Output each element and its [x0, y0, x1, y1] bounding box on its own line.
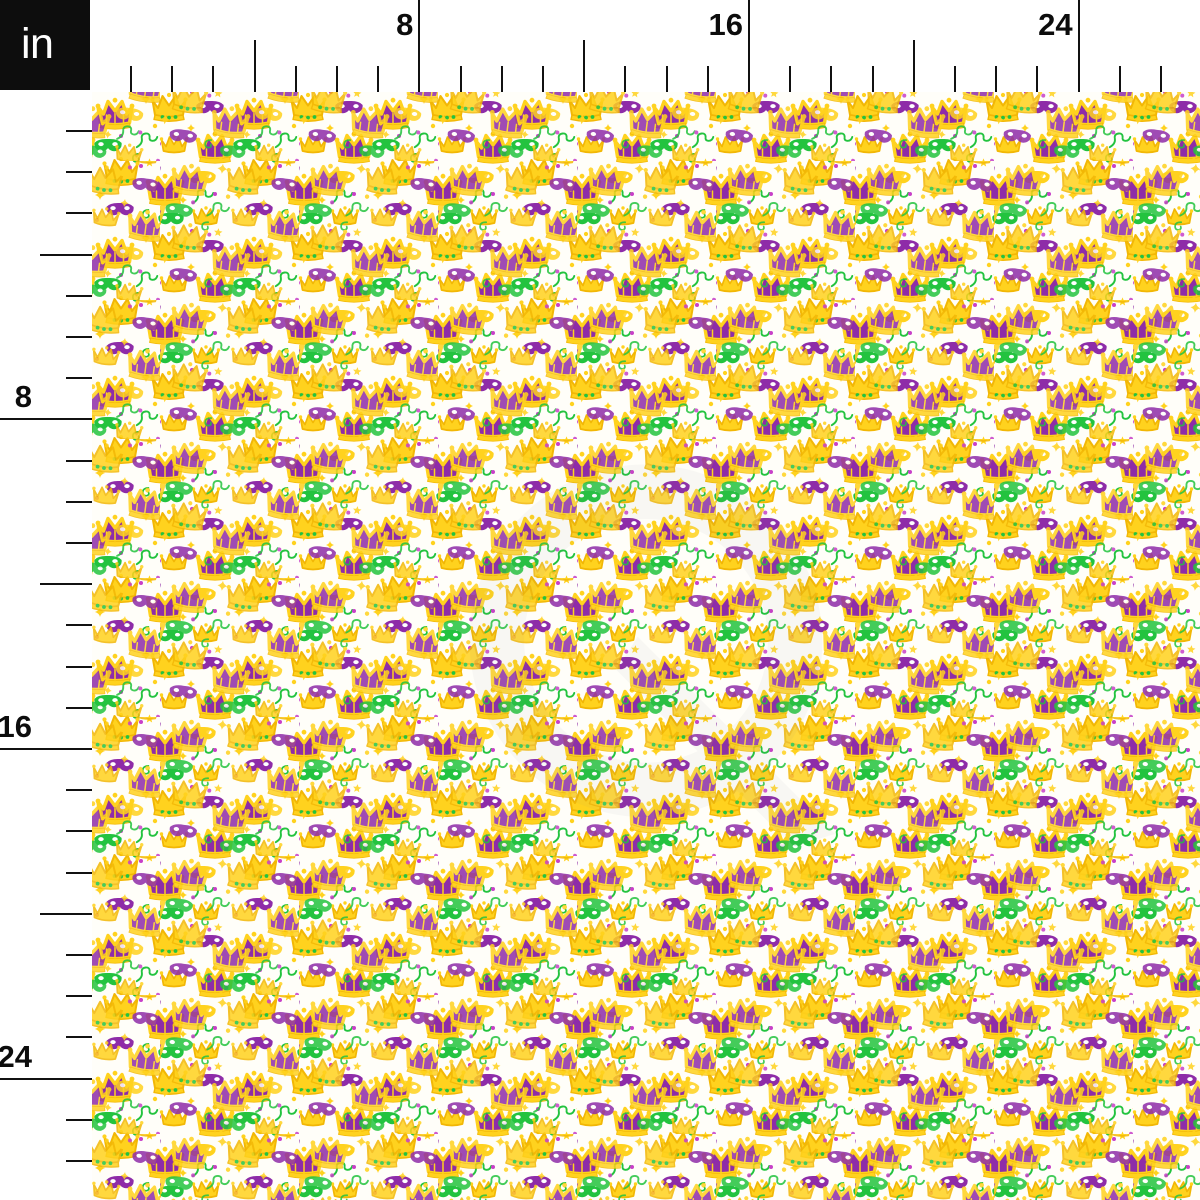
ruler-left-tick-9: [66, 459, 92, 462]
ruler-left-tick-19: [66, 871, 92, 874]
ruler-top-tick-3: [212, 66, 215, 92]
ruler-left-tick-21: [66, 954, 92, 956]
ruler-top-tick-13: [624, 66, 627, 92]
ruler-top-tick-26: [1160, 66, 1162, 92]
ruler-left-tick-5: [66, 294, 92, 297]
ruler-top-tick-5: [294, 66, 297, 92]
ruler-left-tick-6: [66, 336, 92, 338]
ruler-top-tick-19: [871, 66, 874, 92]
fabric-pattern-svg: [91, 90, 1200, 1200]
ruler-left-label-8: 8: [14, 379, 32, 415]
ruler-left-tick-4: [40, 253, 92, 256]
ruler-top-label-8: 8: [396, 7, 414, 42]
ruler-top-tick-17: [789, 66, 792, 92]
ruler-left-tick-23: [66, 1036, 92, 1039]
ruler-top-tick-1: [130, 66, 132, 92]
ruler-top-tick-18: [830, 66, 833, 92]
ruler-left-tick-24: [0, 1077, 92, 1080]
ruler-top-tick-11: [542, 66, 544, 92]
ruler-top-tick-25: [1118, 66, 1121, 92]
ruler-top-tick-23: [1036, 66, 1039, 92]
ruler-top-tick-12: [583, 40, 586, 92]
ruler-top-tick-21: [954, 66, 956, 92]
ruler-left-tick-10: [66, 500, 92, 503]
unit-badge: in: [0, 0, 90, 90]
ruler-left-tick-13: [66, 624, 92, 627]
ruler-top-tick-14: [665, 66, 668, 92]
ruler-left-tick-1: [66, 130, 92, 132]
ruler-left-tick-26: [66, 1160, 92, 1162]
ruler-left-tick-17: [66, 789, 92, 792]
ruler-left-tick-2: [66, 171, 92, 174]
ruler-top-tick-10: [500, 66, 503, 92]
ruler-left-tick-16: [0, 748, 92, 750]
ruler-top-tick-15: [706, 66, 709, 92]
ruler-left-tick-15: [66, 706, 92, 709]
ruler-top: 8 16 24: [0, 0, 1200, 92]
fabric-swatch[interactable]: [91, 90, 1200, 1200]
ruler-left-label-24: 24: [0, 1038, 32, 1074]
ruler-left-tick-22: [66, 995, 92, 998]
ruler-top-tick-20: [912, 40, 915, 92]
ruler-top-tick-6: [336, 66, 338, 92]
swatch-pattern-layer-2: [91, 90, 1200, 1200]
ruler-left-tick-11: [66, 542, 92, 544]
ruler-left-tick-25: [66, 1118, 92, 1121]
ruler-left: 8 16 24: [0, 0, 92, 1200]
ruler-top-tick-9: [459, 66, 462, 92]
ruler-top-tick-4: [253, 40, 256, 92]
ruler-left-label-16: 16: [0, 709, 32, 744]
ruler-top-tick-8: [418, 0, 421, 92]
ruler-top-label-16: 16: [708, 7, 743, 42]
ruler-top-tick-22: [995, 66, 998, 92]
ruler-left-tick-20: [40, 912, 92, 915]
ruler-top-tick-2: [171, 66, 174, 92]
ruler-top-tick-16: [748, 0, 750, 92]
ruler-left-tick-8: [0, 418, 92, 421]
ruler-left-tick-7: [66, 377, 92, 380]
ruler-top-label-24: 24: [1038, 7, 1073, 42]
ruler-left-tick-18: [66, 830, 92, 833]
ruler-top-tick-7: [377, 66, 380, 92]
unit-label: in: [21, 20, 54, 68]
ruler-left-tick-14: [66, 665, 92, 668]
ruler-left-tick-3: [66, 212, 92, 215]
ruler-top-tick-24: [1077, 0, 1080, 92]
ruler-left-tick-12: [40, 583, 92, 586]
